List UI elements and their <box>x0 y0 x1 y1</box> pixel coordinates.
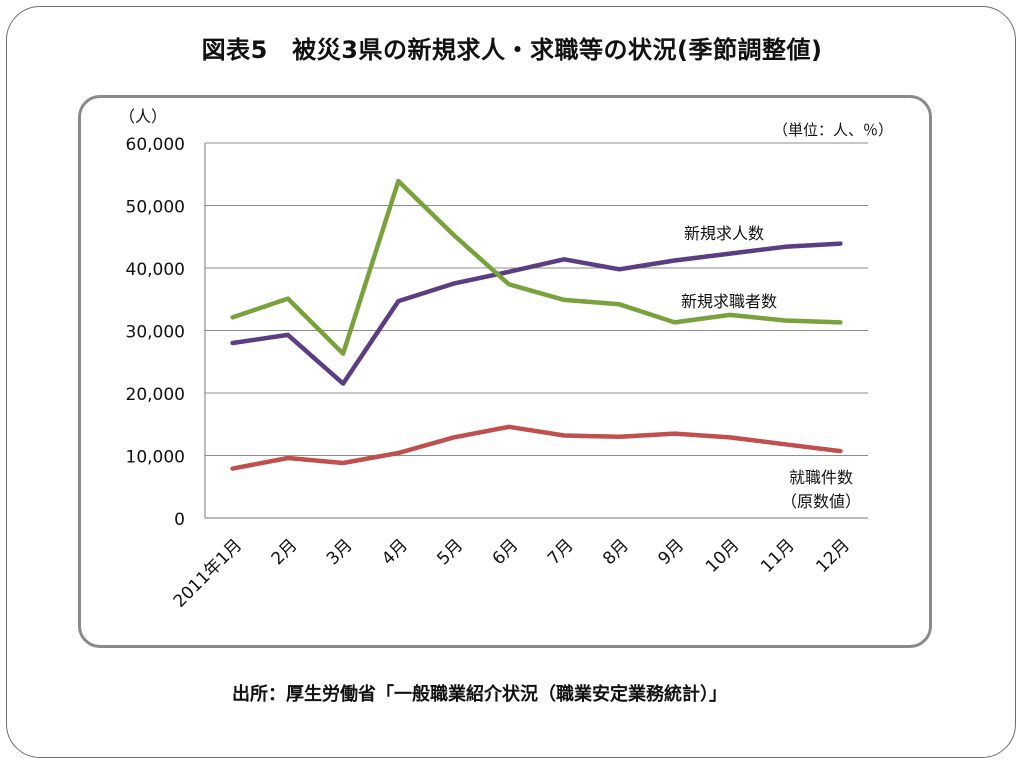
x-tick-label: 8月 <box>599 535 633 569</box>
x-tick-label: 4月 <box>378 535 412 569</box>
y-tick-label: 0 <box>174 510 185 530</box>
x-tick-label: 6月 <box>489 535 523 569</box>
x-tick-label: 9月 <box>654 535 688 569</box>
x-tick-label: 2011年1月 <box>170 535 246 611</box>
series-label-line: （原数値） <box>781 492 861 511</box>
source-note: 出所：厚生労働省「一般職業紹介状況（職業安定業務統計）」 <box>232 684 727 705</box>
line-chart: 0 10,000 20,000 30,000 40,000 50,000 60,000 （人）… <box>119 107 893 612</box>
x-tick-label: 11月 <box>757 535 798 576</box>
series-label: 新規求職者数 <box>681 292 777 311</box>
y-unit-label: （人） <box>119 107 167 126</box>
series-line <box>230 178 843 356</box>
series-label-line: 就職件数 <box>789 468 853 487</box>
y-tick-label: 10,000 <box>126 448 185 468</box>
x-tick-label: 10月 <box>702 535 743 576</box>
x-tick-label: 3月 <box>323 535 357 569</box>
chart-area: 0 10,000 20,000 30,000 40,000 50,000 60,000 （人）… <box>78 95 932 648</box>
series-line <box>230 424 843 471</box>
y-tick-label: 60,000 <box>126 135 185 155</box>
y-tick-label: 50,000 <box>126 198 185 218</box>
x-tick-label: 2月 <box>268 535 302 569</box>
series-label-line: 新規求職者数 <box>681 292 777 311</box>
x-tick-label: 5月 <box>433 535 467 569</box>
y-tick-label: 20,000 <box>126 385 185 405</box>
series-label: 新規求人数 <box>684 224 764 243</box>
x-tick-label: 7月 <box>544 535 578 569</box>
y-tick-label: 40,000 <box>126 260 185 280</box>
series-label-line: 新規求人数 <box>684 224 764 243</box>
x-tick-label: 12月 <box>812 535 853 576</box>
series-line <box>230 241 843 386</box>
y-tick-label: 30,000 <box>126 323 185 343</box>
series-label: 就職件数 （原数値） <box>781 468 861 511</box>
unit-note: （単位：人、％） <box>773 121 893 139</box>
slide-title: 図表5 被災3県の新規求人・求職等の状況(季節調整値) <box>201 36 823 64</box>
